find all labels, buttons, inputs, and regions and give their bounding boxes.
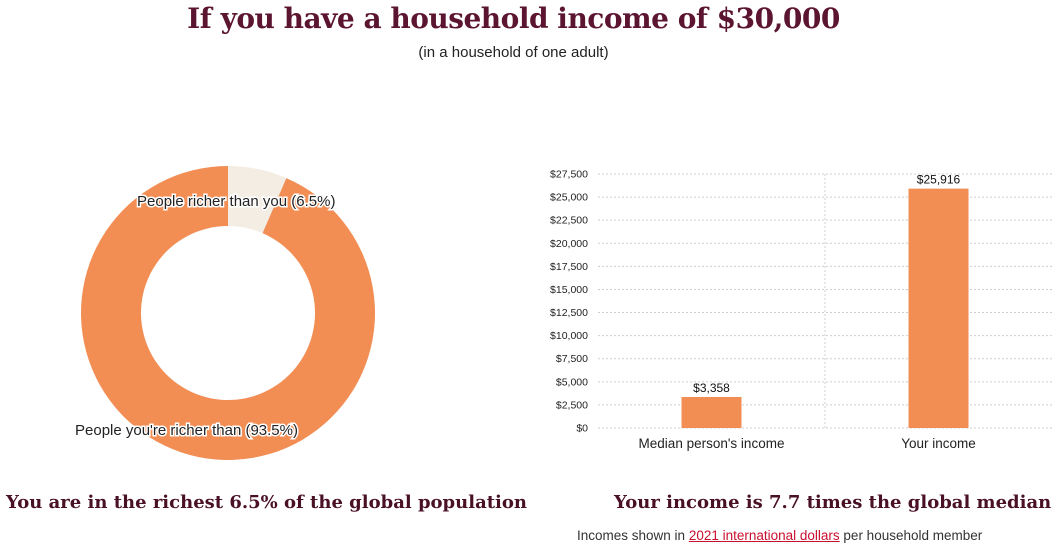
y-tick-label: $17,500 [550, 261, 588, 273]
y-tick-label: $12,500 [550, 307, 588, 319]
y-tick-label: $20,000 [550, 238, 588, 250]
bar-data-label: $25,916 [917, 173, 961, 187]
y-tick-label: $10,000 [550, 330, 588, 342]
international-dollars-link[interactable]: 2021 international dollars [688, 528, 840, 543]
page-title: If you have a household income of $30,00… [187, 2, 840, 35]
page-subtitle: (in a household of one adult) [418, 44, 609, 61]
y-tick-label: $2,500 [556, 399, 588, 411]
y-tick-label: $0 [576, 423, 588, 435]
richest-percent-caption: You are in the richest 6.5% of the globa… [6, 492, 527, 513]
x-category-label: Your income [901, 436, 976, 451]
y-tick-label: $5,000 [556, 376, 588, 388]
bar-0 [681, 396, 742, 428]
bar-data-label: $3,358 [693, 381, 730, 395]
x-category-label: Median person's income [639, 436, 785, 451]
donut-slice-1 [80, 166, 375, 461]
donut-slice-0 [228, 166, 287, 234]
footnote-suffix: per household member [839, 528, 983, 543]
y-tick-label: $7,500 [556, 353, 588, 365]
currency-footnote: Incomes shown in 2021 international doll… [577, 528, 982, 543]
bar-1 [908, 188, 969, 428]
y-tick-label: $27,500 [550, 169, 588, 181]
y-tick-label: $25,000 [550, 192, 588, 204]
footnote-prefix: Incomes shown in [577, 528, 689, 543]
median-multiple-caption: Your income is 7.7 times the global medi… [614, 492, 1052, 513]
y-tick-label: $15,000 [550, 284, 588, 296]
y-tick-label: $22,500 [550, 215, 588, 227]
donut-chart: People richer than you (6.5%) People you'… [74, 166, 375, 461]
donut-label-0: People richer than you (6.5%) [137, 193, 335, 210]
bar-chart: $0 $2,500 $5,000 $7,500 $10,000 $12,500 $15,00… [550, 169, 1052, 451]
donut-label-1: People you're richer than (93.5%) [75, 422, 298, 439]
